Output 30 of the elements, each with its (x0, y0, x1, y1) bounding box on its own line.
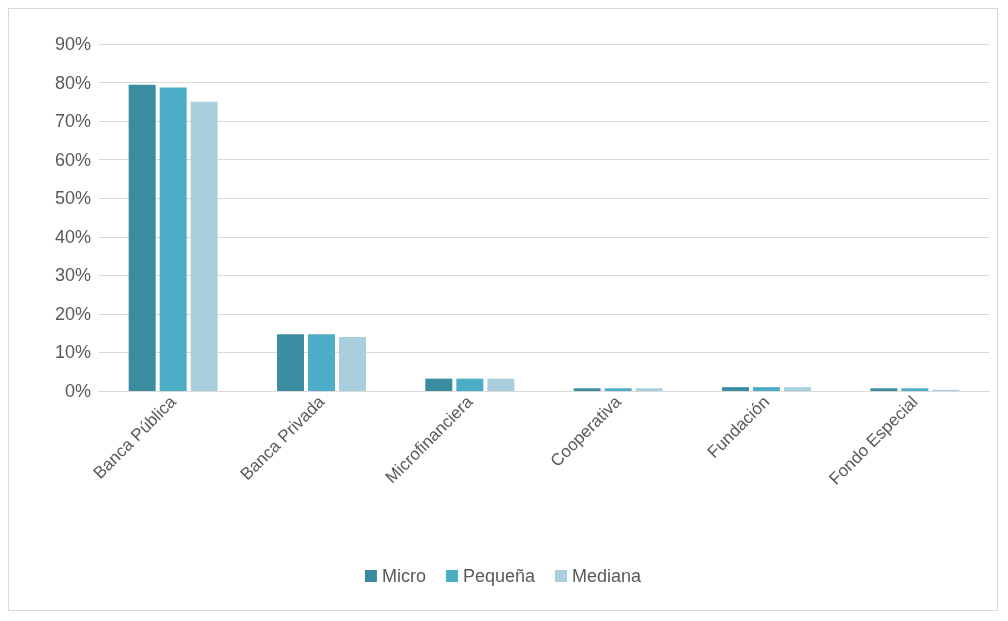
legend-label: Pequeña (462, 566, 536, 586)
bar (784, 387, 811, 391)
bar (456, 378, 484, 391)
bar (308, 334, 335, 391)
bar (753, 387, 780, 391)
y-tick-label: 80% (54, 72, 91, 93)
bar (722, 387, 749, 391)
y-tick-label: 20% (54, 303, 91, 324)
y-tick-label: 40% (54, 226, 91, 247)
y-tick-label: 0% (64, 381, 91, 401)
bar (487, 378, 515, 391)
y-tick-label: 70% (54, 111, 91, 132)
bar (901, 388, 929, 391)
bar (339, 337, 366, 391)
bar (635, 388, 663, 391)
bar (277, 334, 304, 391)
bar (573, 388, 601, 391)
bar (425, 378, 453, 391)
y-tick-label: 50% (54, 188, 91, 209)
bar (870, 388, 898, 391)
bar (604, 388, 632, 391)
y-tick-label: 10% (54, 342, 91, 363)
legend-label: Micro (381, 566, 426, 586)
y-tick-label: 30% (54, 265, 91, 286)
bar (128, 84, 156, 391)
legend-label: Mediana (572, 566, 643, 586)
y-tick-label: 60% (54, 149, 91, 170)
y-tick-label: 90% (54, 34, 91, 54)
bar (159, 87, 187, 391)
bar (190, 101, 218, 391)
